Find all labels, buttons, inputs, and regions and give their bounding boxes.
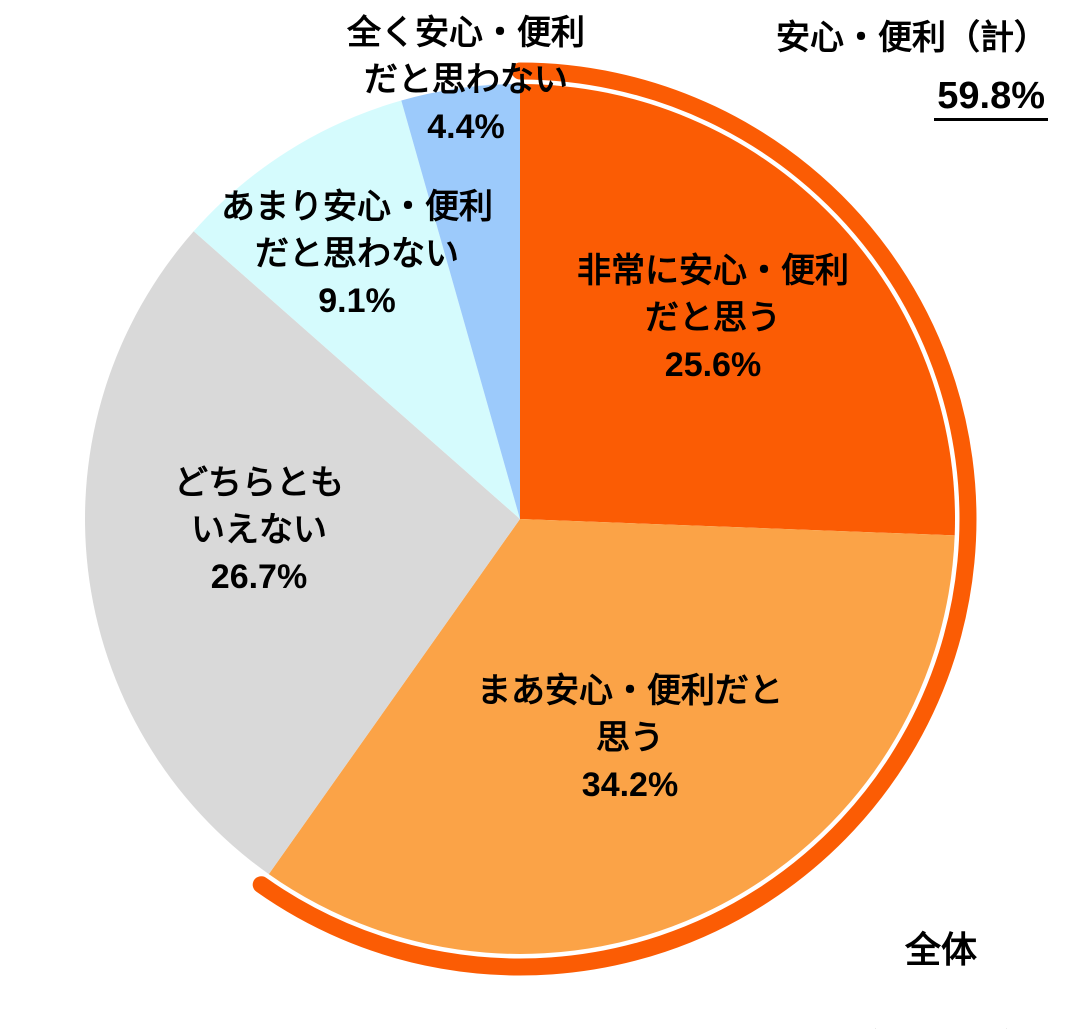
total-annotation-value: 59.8% xyxy=(934,76,1048,121)
pie-slice-4 xyxy=(401,84,520,519)
highlight-arc xyxy=(252,62,977,976)
sample-size-block: 全体 （n=1000） xyxy=(843,876,1038,1029)
total-annotation: 安心・便利（計） 59.8% xyxy=(776,16,1048,121)
total-annotation-label: 安心・便利（計） xyxy=(776,19,1048,57)
slice-label-very-safe: 非常に安心・便利 だと思う 25.6% xyxy=(577,252,849,384)
pie-slices xyxy=(85,84,956,954)
sample-group-label: 全体 xyxy=(904,929,978,970)
pie-slice-2 xyxy=(85,231,520,875)
sample-n-label: （n=1000） xyxy=(843,1023,1038,1029)
pie-slice-1 xyxy=(268,519,955,954)
slice-label-not-very-safe: あまり安心・便利 だと思わない 9.1% xyxy=(221,188,493,320)
slice-label-neutral: どちらとも いえない 26.7% xyxy=(174,464,344,596)
pie-slice-3 xyxy=(193,100,520,519)
slice-label-not-at-all-safe: 全く安心・便利 だと思わない 4.4% xyxy=(347,14,585,146)
slice-label-somewhat-safe: まあ安心・便利だと 思う 34.2% xyxy=(477,672,783,804)
pie-slice-0 xyxy=(520,84,956,536)
